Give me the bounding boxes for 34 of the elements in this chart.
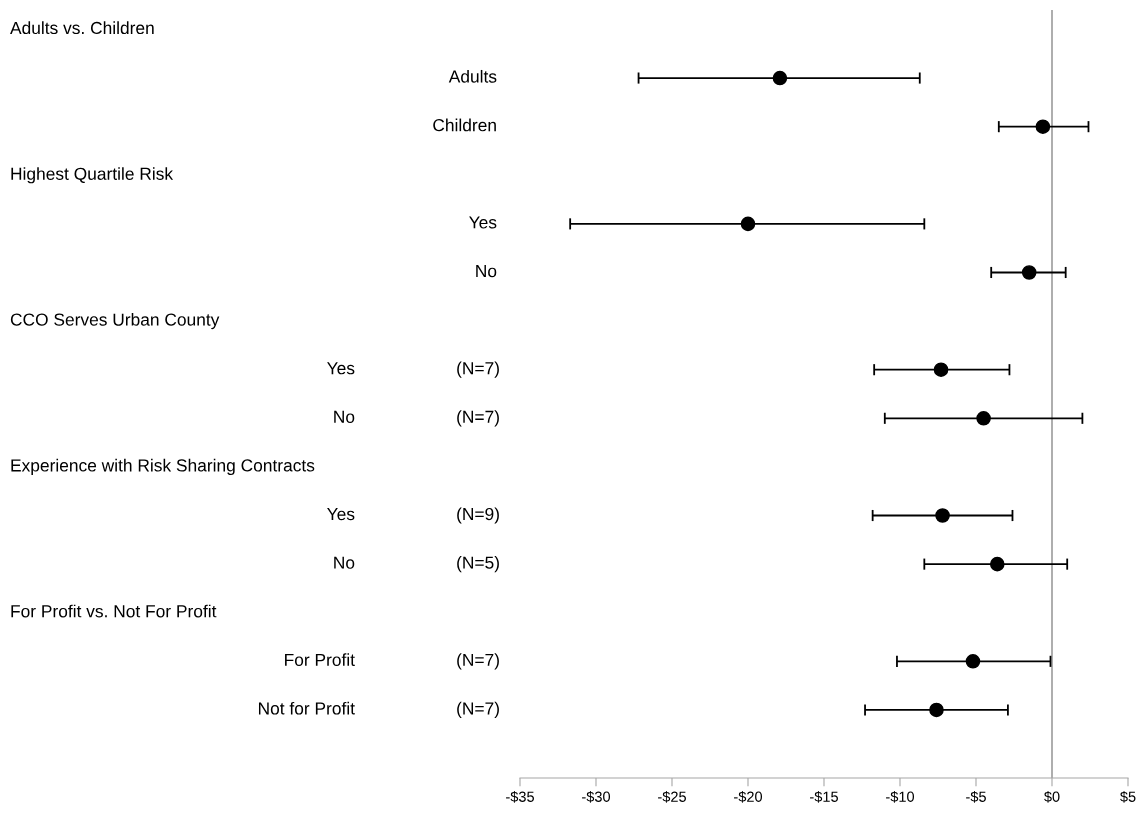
y-tick-label: No [476, 265, 497, 278]
x-tick-label: -$30 [582, 790, 611, 803]
point [989, 556, 1005, 572]
x-tick-label: -$25 [658, 790, 686, 803]
text: For Profit vs. Not For Profit [11, 604, 217, 618]
point [965, 654, 981, 669]
y-tick-label: Children [433, 118, 496, 132]
category-label: Yes (N=9) [327, 507, 499, 524]
text: CCO Serves Urban County [10, 313, 220, 330]
point [1035, 119, 1051, 134]
point [933, 362, 949, 377]
point [929, 702, 944, 718]
category-label: Yes (N=7) [327, 361, 499, 378]
point [976, 411, 991, 426]
text: Adults vs. Children [10, 21, 154, 35]
category-label: No (N=5) [334, 556, 499, 573]
text: Highest Quartile Risk [11, 167, 174, 184]
point [740, 216, 756, 232]
x-tick-label: -$35 [506, 790, 534, 803]
x-tick-label: $0 [1044, 790, 1060, 803]
y-tick-label: Yes [469, 216, 497, 229]
x-tick-label: $5 [1120, 790, 1136, 803]
point [1021, 265, 1037, 280]
text: Experience with Risk Sharing Contracts [11, 458, 315, 475]
category-label: For Profit (N=7) [285, 653, 499, 670]
x-tick-label: -$20 [734, 790, 763, 803]
category-label: No (N=7) [334, 410, 499, 427]
x-tick-label: -$10 [886, 790, 915, 803]
point [935, 508, 950, 523]
x-tick-label: -$5 [966, 790, 986, 803]
x-tick-label: -$15 [810, 790, 838, 803]
category-label: Not for Profit (N=7) [258, 701, 499, 719]
y-tick-label: Adults [448, 69, 497, 83]
point [772, 70, 788, 86]
